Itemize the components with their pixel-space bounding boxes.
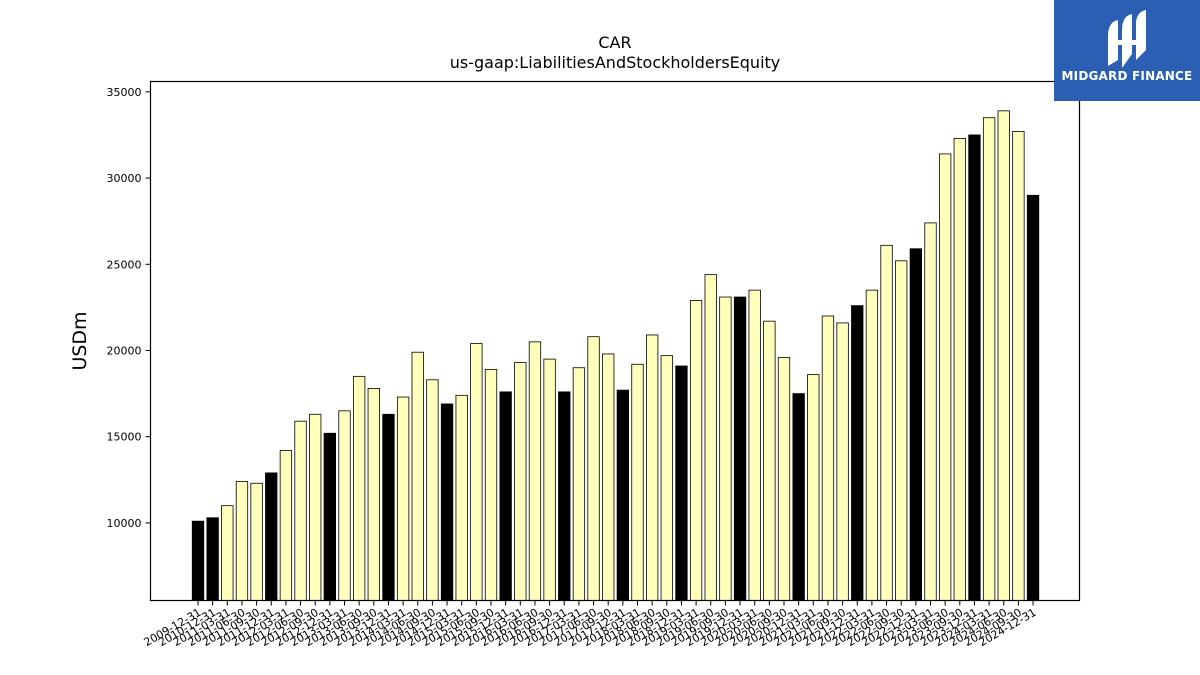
bar-2010-12-31 bbox=[206, 517, 219, 601]
midgard-finance-logo: MIDGARD FINANCE bbox=[1054, 0, 1200, 101]
bar-2014-09-30 bbox=[426, 379, 439, 601]
bar-2014-03-31 bbox=[396, 396, 410, 601]
bar-2017-09-30 bbox=[602, 353, 615, 601]
bars bbox=[191, 110, 1040, 601]
bar-2021-03-31 bbox=[807, 374, 820, 601]
bar-2011-12-31 bbox=[265, 472, 278, 601]
bar-2019-12-31 bbox=[733, 296, 747, 601]
bar-2016-03-31 bbox=[514, 362, 527, 601]
y-tick-label: 25000 bbox=[107, 258, 142, 271]
bar-2020-12-31 bbox=[792, 393, 805, 601]
bar-2014-12-31 bbox=[440, 403, 454, 601]
bar-2011-03-31 bbox=[221, 505, 234, 601]
plot-frame bbox=[149, 80, 1081, 602]
bar-2013-06-30 bbox=[352, 375, 366, 601]
chart-subtitle: us-gaap:LiabilitiesAndStockholdersEquity bbox=[450, 53, 781, 72]
bar-2017-12-31 bbox=[616, 389, 629, 601]
bar-2009-12-31 bbox=[191, 520, 205, 601]
x-axis: 2009-12-312010-12-312011-03-312011-06-30… bbox=[142, 600, 1039, 649]
bar-2023-03-31 bbox=[924, 222, 937, 601]
bar-2015-09-30 bbox=[484, 369, 498, 601]
bar-2015-06-30 bbox=[470, 343, 483, 601]
y-tick-label: 30000 bbox=[107, 172, 142, 185]
y-tick-label: 35000 bbox=[107, 86, 142, 99]
bar-2022-06-30 bbox=[880, 244, 893, 601]
bar-2012-06-30 bbox=[294, 420, 307, 601]
bar-2012-12-31 bbox=[323, 432, 337, 601]
bar-2024-09-30 bbox=[1012, 131, 1025, 601]
y-axis-label: USDm bbox=[69, 311, 91, 370]
bar-2013-12-31 bbox=[382, 413, 395, 601]
bar-2016-09-30 bbox=[543, 358, 556, 601]
bar-2018-12-31 bbox=[675, 365, 688, 601]
bar-2019-03-31 bbox=[689, 300, 703, 601]
bar-2017-06-30 bbox=[587, 336, 600, 601]
bar-2014-06-30 bbox=[411, 351, 424, 601]
bar-2021-09-30 bbox=[836, 322, 849, 601]
bar-2022-09-30 bbox=[895, 260, 908, 601]
chart-title: CAR bbox=[598, 33, 631, 52]
bar-2019-06-30 bbox=[704, 274, 717, 601]
bar-2012-03-31 bbox=[279, 450, 293, 601]
bar-2023-06-30 bbox=[939, 153, 952, 601]
bar-2018-03-31 bbox=[631, 363, 644, 601]
bar-2019-09-30 bbox=[719, 296, 732, 601]
bar-2022-03-31 bbox=[865, 289, 879, 601]
bar-2020-09-30 bbox=[777, 356, 791, 601]
logo-text: MIDGARD FINANCE bbox=[1061, 69, 1193, 83]
bar-2013-09-30 bbox=[367, 388, 380, 601]
bar-2021-12-31 bbox=[851, 305, 864, 601]
bar-2024-06-30 bbox=[997, 110, 1010, 601]
bar-2016-06-30 bbox=[528, 341, 542, 601]
bar-2013-03-31 bbox=[338, 410, 351, 601]
bar-2011-06-30 bbox=[235, 481, 249, 601]
bar-2015-12-31 bbox=[499, 391, 512, 601]
bar-2023-09-30 bbox=[953, 137, 966, 601]
y-tick-label: 20000 bbox=[107, 344, 142, 357]
bar-2023-12-31 bbox=[968, 134, 981, 601]
bar-2012-09-30 bbox=[309, 413, 322, 601]
bar-2017-03-31 bbox=[572, 367, 586, 601]
bar-2020-06-30 bbox=[763, 320, 776, 601]
bar-2024-12-31 bbox=[1026, 194, 1040, 601]
bar-2018-09-30 bbox=[660, 355, 673, 601]
bar-2024-03-31 bbox=[982, 117, 996, 601]
bar-2018-06-30 bbox=[646, 334, 659, 601]
bar-2022-12-31 bbox=[909, 248, 922, 601]
bar-2020-03-31 bbox=[748, 289, 761, 601]
bar-2021-06-30 bbox=[821, 315, 835, 601]
y-tick-label: 15000 bbox=[107, 431, 142, 444]
y-tick-label: 10000 bbox=[107, 517, 142, 530]
bar-2011-09-30 bbox=[250, 482, 263, 601]
midgard-logo-icon bbox=[1108, 10, 1146, 68]
bar-2015-03-31 bbox=[455, 394, 468, 601]
bar-2016-12-31 bbox=[558, 391, 571, 601]
y-axis: 10000 15000 20000 25000 30000 35000 bbox=[107, 86, 151, 530]
